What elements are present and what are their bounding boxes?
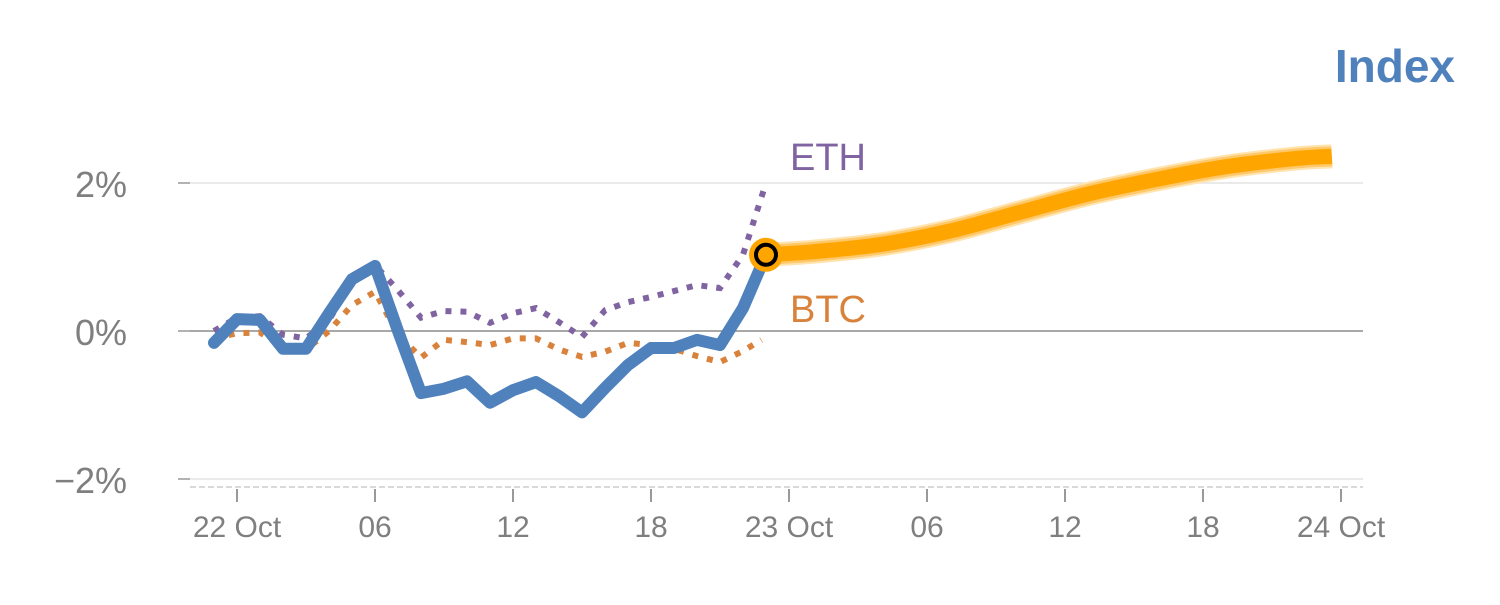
x-axis: 22 Oct 06 12 18 23 Oct 06 12 18 24 Oct	[193, 489, 1386, 544]
x-tick-label: 06	[358, 511, 391, 544]
x-tick-label: 18	[1186, 511, 1219, 544]
x-tick-label: 12	[496, 511, 529, 544]
series-layer	[208, 144, 1333, 419]
y-axis: 2% 0% −2%	[54, 164, 190, 501]
grid	[190, 182, 1363, 488]
x-tick-label: 24 Oct	[1297, 511, 1386, 544]
eth-label: ETH	[790, 137, 866, 179]
current-point-marker	[754, 242, 778, 267]
y-tick-label: 0%	[75, 312, 127, 353]
y-tick-label: 2%	[75, 164, 127, 205]
forecast-line	[765, 148, 1333, 263]
x-tick-label: 12	[1048, 511, 1081, 544]
index-line	[208, 248, 772, 419]
y-tick-label: −2%	[54, 460, 127, 501]
x-tick-label: 22 Oct	[193, 511, 282, 544]
x-tick-label: 18	[634, 511, 667, 544]
eth-line	[212, 182, 769, 342]
series-labels: ETH BTC	[790, 137, 866, 331]
x-tick-label: 06	[910, 511, 943, 544]
chart-title: Index	[1335, 40, 1456, 92]
btc-label: BTC	[790, 289, 866, 331]
x-tick-label: 23 Oct	[745, 511, 834, 544]
